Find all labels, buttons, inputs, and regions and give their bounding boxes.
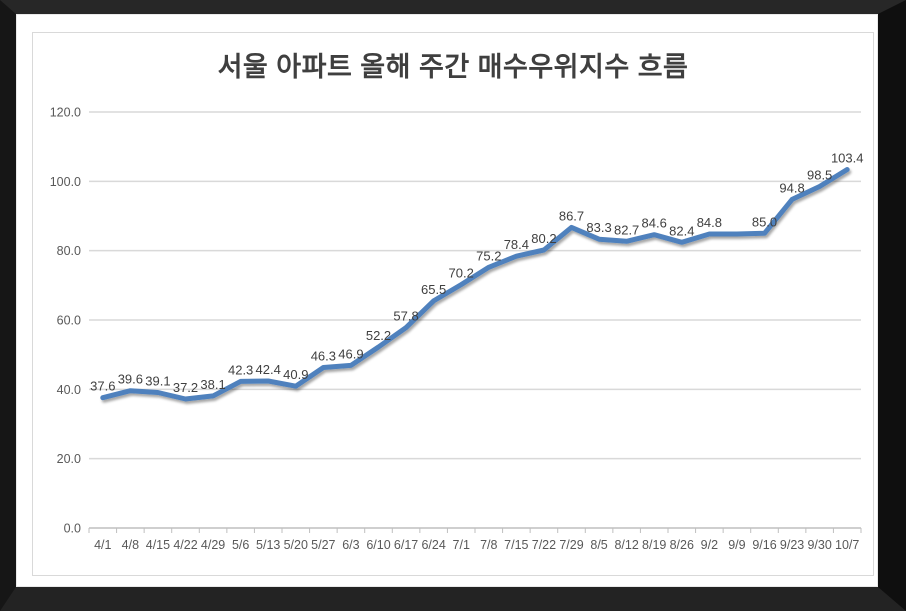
x-tick-label: 7/29: [559, 538, 583, 552]
data-point-label: 42.4: [256, 362, 281, 377]
data-point-label: 39.6: [118, 372, 143, 387]
x-tick-label: 4/29: [201, 538, 225, 552]
x-tick-label: 4/1: [94, 538, 111, 552]
y-tick-label: 20.0: [57, 452, 81, 466]
x-tick-label: 6/24: [421, 538, 445, 552]
x-tick-label: 5/27: [311, 538, 335, 552]
data-point-label: 98.5: [807, 168, 832, 183]
y-tick-label: 100.0: [50, 175, 81, 189]
x-tick-label: 7/1: [453, 538, 470, 552]
data-point-label: 103.4: [831, 151, 864, 166]
data-point-label: 38.1: [200, 377, 225, 392]
x-tick-label: 6/3: [342, 538, 359, 552]
data-point-label: 40.9: [283, 367, 308, 382]
index-line-series: [100, 167, 850, 402]
x-tick-label: 4/15: [146, 538, 170, 552]
x-tick-label: 5/13: [256, 538, 280, 552]
x-axis-ticks: [88, 528, 862, 533]
x-tick-label: 8/5: [590, 538, 607, 552]
x-tick-label: 9/30: [807, 538, 831, 552]
y-tick-label: 0.0: [64, 522, 81, 536]
data-point-label: 65.5: [421, 282, 446, 297]
data-point-label: 37.2: [173, 380, 198, 395]
x-tick-label: 9/9: [728, 538, 745, 552]
x-tick-label: 8/26: [670, 538, 694, 552]
data-point-label: 75.2: [476, 248, 501, 263]
data-point-label: 82.4: [669, 223, 694, 238]
data-point-label: 70.2: [449, 266, 474, 281]
x-tick-label: 5/6: [232, 538, 249, 552]
data-point-label: 83.3: [586, 220, 611, 235]
data-point-label: 85.0: [752, 214, 777, 229]
x-tick-label: 7/8: [480, 538, 497, 552]
data-point-label: 94.8: [779, 180, 804, 195]
x-tick-label: 4/22: [173, 538, 197, 552]
y-tick-label: 120.0: [50, 106, 81, 120]
x-tick-label: 9/2: [701, 538, 718, 552]
chart-title: 서울 아파트 올해 주간 매수우위지수 흐름: [217, 52, 689, 82]
data-point-label: 86.7: [559, 208, 584, 223]
x-tick-label: 9/23: [780, 538, 804, 552]
data-point-label: 52.2: [366, 328, 391, 343]
x-tick-label: 6/17: [394, 538, 418, 552]
data-point-label: 37.6: [90, 379, 115, 394]
data-point-label: 84.8: [697, 215, 722, 230]
data-point-label: 82.7: [614, 222, 639, 237]
data-point-label: 57.8: [393, 309, 418, 324]
x-tick-label: 4/8: [122, 538, 139, 552]
data-point-label: 42.3: [228, 362, 253, 377]
data-point-label: 46.3: [311, 348, 336, 363]
x-tick-label: 8/19: [642, 538, 666, 552]
x-tick-label: 7/15: [504, 538, 528, 552]
x-tick-label: 7/22: [532, 538, 556, 552]
x-tick-label: 8/12: [614, 538, 638, 552]
y-tick-label: 40.0: [57, 383, 81, 397]
data-point-label: 84.6: [642, 216, 667, 231]
x-tick-label: 10/7: [835, 538, 859, 552]
x-tick-label: 9/16: [752, 538, 776, 552]
y-tick-label: 80.0: [57, 244, 81, 258]
x-tick-label: 5/20: [284, 538, 308, 552]
x-axis-labels: 4/1 4/8 4/15 4/22 4/29 5/6 5/13 5/20 5/27 6/3 6/10…: [94, 538, 859, 552]
data-point-label: 46.9: [338, 346, 363, 361]
series-line: [100, 167, 850, 402]
data-point-label: 80.2: [531, 231, 556, 246]
data-labels: 37.6 39.6 39.1 37.2 38.142.3 42.4 40.946.3 46.9…: [90, 151, 863, 395]
data-point-label: 78.4: [504, 237, 529, 252]
y-tick-label: 60.0: [57, 314, 81, 328]
data-point-label: 39.1: [145, 373, 170, 388]
y-axis-labels: 0.0 20.0 40.0 60.0 80.0 100.0 120.0: [50, 106, 81, 536]
gridlines: [89, 111, 861, 529]
x-tick-label: 6/10: [366, 538, 390, 552]
chart-canvas: 서울 아파트 올해 주간 매수우위지수 흐름 0.0 20.0 40.0 60.0 80…: [32, 32, 874, 576]
